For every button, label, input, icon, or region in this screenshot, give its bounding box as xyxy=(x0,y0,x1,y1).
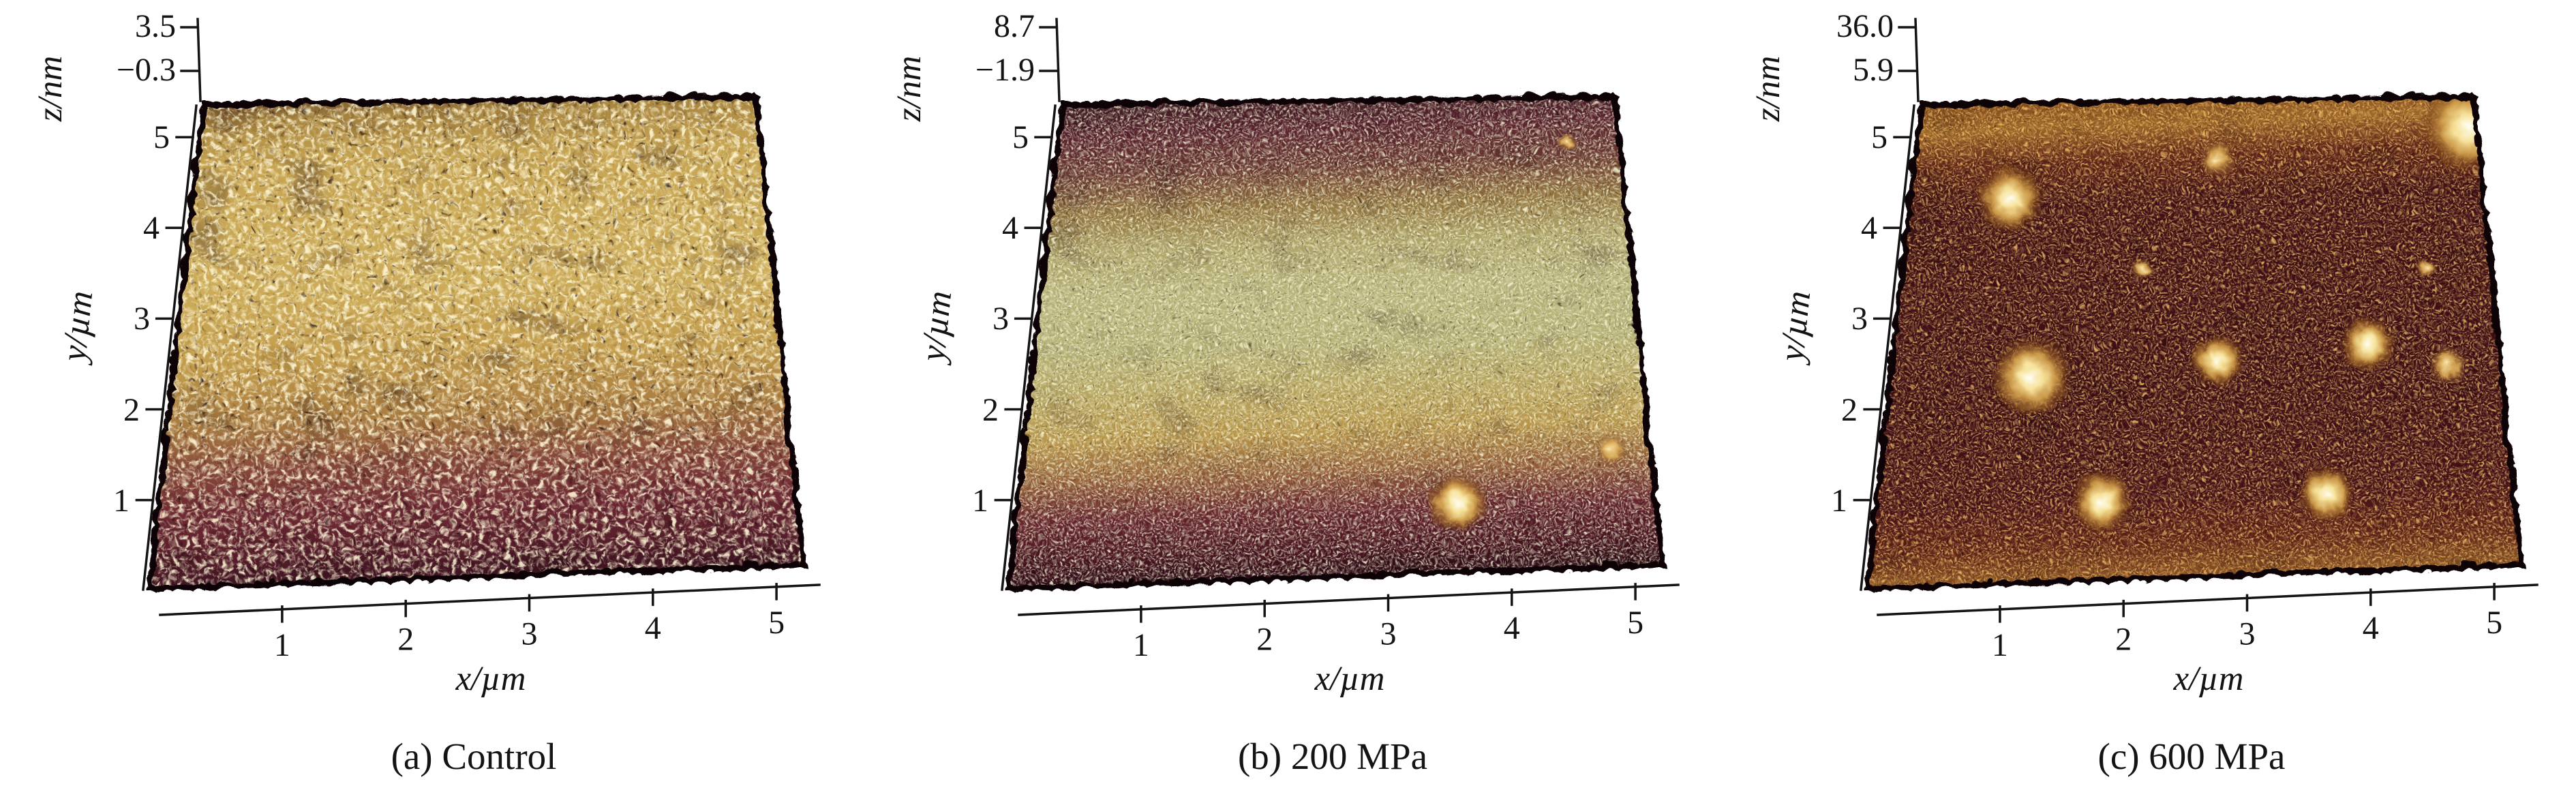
droplet-feature xyxy=(2196,139,2234,177)
x-tick-label: 1 xyxy=(1992,627,2008,663)
x-tick-label: 2 xyxy=(397,622,414,658)
y-axis-a: 1 2 3 4 5 y/µm xyxy=(55,104,198,591)
x-axis-c: 1 2 3 4 5 x/µm xyxy=(1877,583,2539,698)
y-axis-title: y/µm xyxy=(913,289,959,366)
peak-feature xyxy=(1592,430,1624,463)
peak-feature xyxy=(1554,129,1575,151)
z-axis-c: 36.0 5.9 z/nm xyxy=(1749,8,1920,122)
x-axis-b: 1 2 3 4 5 x/µm xyxy=(1018,583,1680,698)
droplet-feature xyxy=(2413,256,2435,277)
x-tick-label: 3 xyxy=(1380,616,1397,652)
caption-a: (a) Control xyxy=(391,736,557,777)
x-tick-label: 2 xyxy=(2115,622,2132,658)
x-tick-label: 3 xyxy=(521,616,538,652)
y-tick-label: 4 xyxy=(1861,210,1877,246)
droplet-feature xyxy=(2067,467,2132,532)
x-tick-label: 5 xyxy=(2486,605,2502,641)
z-min-label: 5.9 xyxy=(1853,52,1894,88)
afm-plot-c: 36.0 5.9 z/nm 1 2 3 4 5 y/µm 1 2 3 4 xyxy=(1749,8,2539,698)
z-axis-title: z/nm xyxy=(31,56,70,122)
z-max-label: 8.7 xyxy=(994,8,1035,44)
droplet-feature xyxy=(2129,254,2153,279)
y-tick-label: 1 xyxy=(113,483,130,519)
peak-feature xyxy=(1424,470,1487,532)
z-axis-a: 3.5 −0.3 z/nm xyxy=(31,8,202,122)
x-tick-label: 2 xyxy=(1256,622,1273,658)
droplet-feature xyxy=(2188,331,2243,385)
droplet-feature xyxy=(1972,161,2043,232)
z-max-label: 36.0 xyxy=(1836,8,1894,44)
x-tick-label: 3 xyxy=(2239,616,2256,652)
y-tick-label: 2 xyxy=(1841,392,1858,428)
x-tick-label: 1 xyxy=(1133,627,1149,663)
afm-surface-c xyxy=(1860,91,2522,590)
droplet-feature xyxy=(2337,313,2394,370)
afm-surface-b xyxy=(1001,91,1663,590)
z-max-label: 3.5 xyxy=(135,8,176,44)
x-tick-label: 4 xyxy=(1504,610,1520,646)
z-min-label: −0.3 xyxy=(117,52,176,88)
y-tick-label: 3 xyxy=(1851,301,1868,337)
y-tick-label: 2 xyxy=(982,392,999,428)
x-tick-label: 5 xyxy=(768,605,785,641)
surface-edge xyxy=(142,91,804,590)
panel-c: 36.0 5.9 z/nm 1 2 3 4 5 y/µm 1 2 3 4 xyxy=(1738,0,2543,788)
y-tick-label: 3 xyxy=(134,301,150,337)
y-axis-b: 1 2 3 4 5 y/µm xyxy=(913,104,1057,591)
y-tick-label: 5 xyxy=(1012,119,1029,155)
afm-plot-a: 3.5 −0.3 z/nm 1 2 3 4 5 y/µm 1 2 3 4 xyxy=(31,8,821,698)
y-tick-label: 5 xyxy=(1871,119,1888,155)
z-min-label: −1.9 xyxy=(975,52,1035,88)
surface-edge xyxy=(1001,91,1663,590)
droplet-feature xyxy=(2294,461,2354,521)
afm-surface-a xyxy=(142,91,804,590)
afm-plot-b: 8.7 −1.9 z/nm 1 2 3 4 5 y/µm 1 2 3 4 xyxy=(890,8,1680,698)
z-axis-title: z/nm xyxy=(1749,56,1787,122)
x-tick-label: 4 xyxy=(645,610,661,646)
y-tick-label: 4 xyxy=(1002,210,1018,246)
x-axis-a: 1 2 3 4 5 x/µm xyxy=(159,583,821,698)
droplet-feature xyxy=(2425,343,2466,384)
z-axis-b: 8.7 −1.9 z/nm xyxy=(890,8,1061,122)
panel-b: 8.7 −1.9 z/nm 1 2 3 4 5 y/µm 1 2 3 4 xyxy=(879,0,1684,788)
x-tick-label: 5 xyxy=(1627,605,1643,641)
y-axis-title: y/µm xyxy=(55,289,100,366)
x-axis-title: x/µm xyxy=(1314,660,1384,698)
x-tick-label: 1 xyxy=(274,627,290,663)
panel-a: 3.5 −0.3 z/nm 1 2 3 4 5 y/µm 1 2 3 4 xyxy=(20,0,825,788)
caption-c: (c) 600 MPa xyxy=(2097,736,2286,777)
x-axis-title: x/µm xyxy=(2172,660,2243,698)
y-tick-label: 3 xyxy=(992,301,1009,337)
z-axis-title: z/nm xyxy=(890,56,928,122)
y-tick-label: 5 xyxy=(153,119,170,155)
surface-edge xyxy=(1860,91,2522,590)
x-tick-label: 4 xyxy=(2363,610,2379,646)
y-axis-title: y/µm xyxy=(1772,289,1818,366)
caption-b: (b) 200 MPa xyxy=(1237,736,1428,777)
y-tick-label: 4 xyxy=(143,210,160,246)
droplet-feature xyxy=(1987,333,2072,417)
y-tick-label: 1 xyxy=(1831,483,1847,519)
y-tick-label: 2 xyxy=(123,392,140,428)
x-axis-title: x/µm xyxy=(455,660,526,698)
y-axis-c: 1 2 3 4 5 y/µm xyxy=(1772,104,1915,591)
y-tick-label: 1 xyxy=(972,483,988,519)
droplet-feature xyxy=(1868,279,1895,307)
